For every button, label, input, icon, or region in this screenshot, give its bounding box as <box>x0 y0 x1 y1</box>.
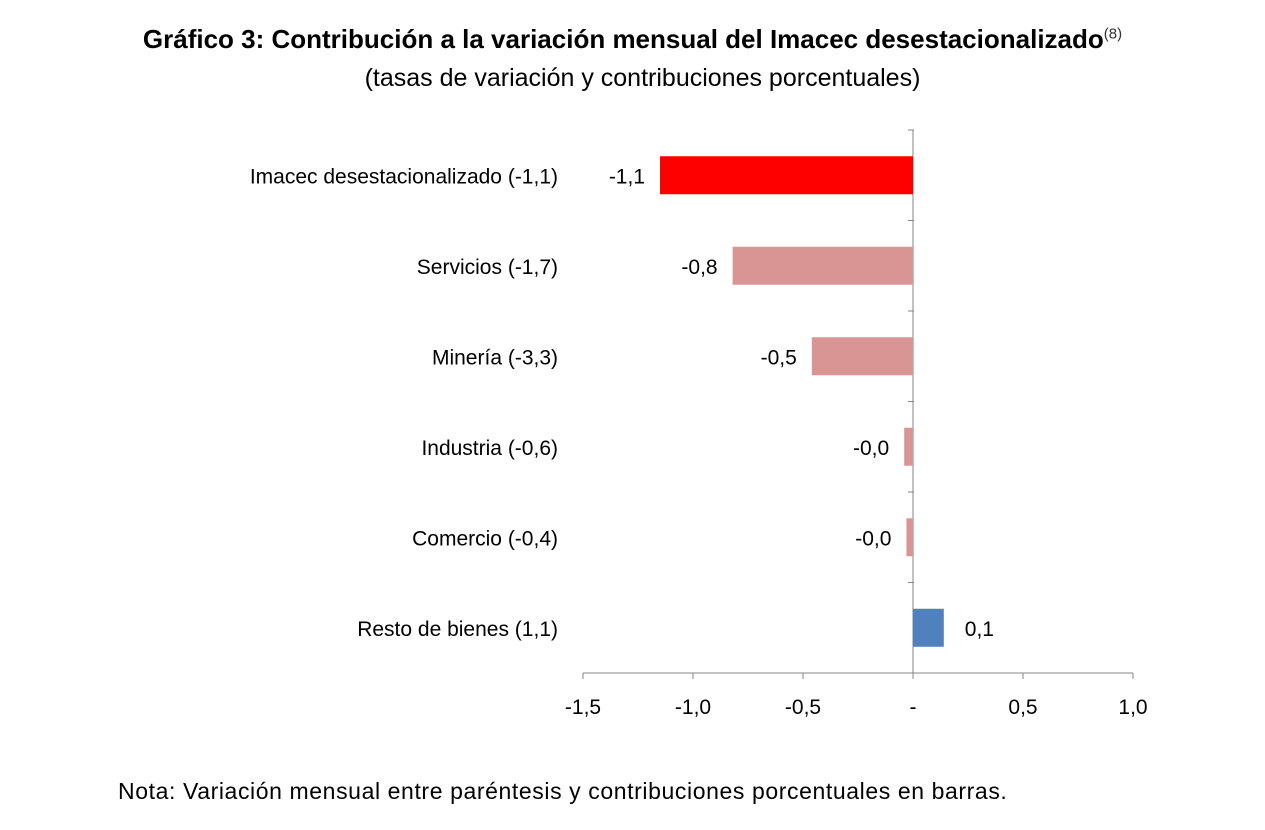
data-label: -0,0 <box>855 527 891 550</box>
chart-subtitle: (tasas de variación y contribuciones por… <box>364 64 921 92</box>
category-label: Imacec desestacionalizado (-1,1) <box>250 165 558 188</box>
chart-title: Gráfico 3: Contribución a la variación m… <box>0 24 1265 55</box>
x-tick-label: 0,5 <box>1008 696 1037 719</box>
bar <box>906 518 913 557</box>
x-tick-label: 1,0 <box>1118 696 1147 719</box>
x-tick-label: -1,5 <box>565 696 601 719</box>
chart-title-text: Gráfico 3: Contribución a la variación m… <box>142 24 1104 54</box>
bar <box>913 608 944 647</box>
data-label: 0,1 <box>965 618 994 641</box>
category-label: Servicios (-1,7) <box>417 256 558 279</box>
data-label: -0,8 <box>681 256 717 279</box>
data-label: -0,5 <box>761 346 797 369</box>
x-tick-label: - <box>910 696 917 719</box>
category-label: Industria (-0,6) <box>421 437 558 460</box>
bar <box>732 246 913 285</box>
category-label: Comercio (-0,4) <box>412 527 558 550</box>
data-label: -1,1 <box>609 165 645 188</box>
bar <box>660 156 913 195</box>
x-tick-label: -0,5 <box>785 696 821 719</box>
data-label: -0,0 <box>853 437 889 460</box>
chart-title-footnote-ref: (8) <box>1103 25 1123 43</box>
bar <box>904 427 913 466</box>
category-label: Resto de bienes (1,1) <box>357 618 558 641</box>
bar <box>811 337 913 376</box>
chart-note: Nota: Variación mensual entre paréntesis… <box>118 778 1008 804</box>
category-label: Minería (-3,3) <box>432 346 558 369</box>
x-tick-label: -1,0 <box>675 696 711 719</box>
